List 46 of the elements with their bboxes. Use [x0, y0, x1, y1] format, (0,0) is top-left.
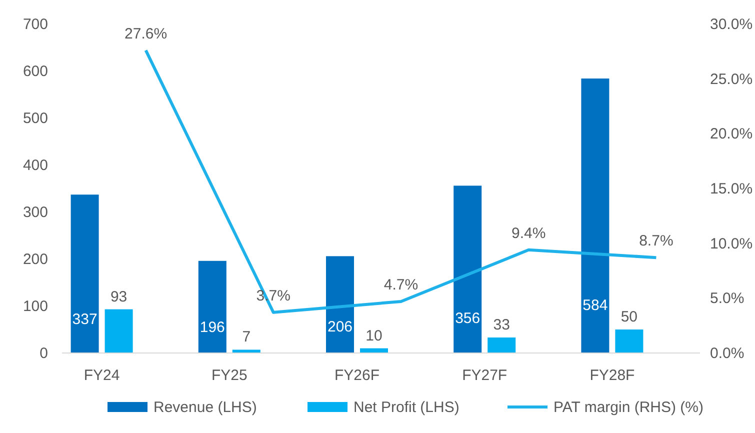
y2-tick-label: 0.0% [710, 345, 744, 362]
data-label: 8.7% [639, 232, 674, 250]
y2-tick-label: 30.0% [710, 16, 753, 33]
data-label: 93 [110, 288, 128, 306]
bar [326, 256, 354, 353]
y-tick-label: 0 [40, 345, 48, 362]
bar [104, 309, 133, 353]
data-label: 27.6% [124, 25, 168, 42]
legend-label: Revenue (LHS) [154, 399, 257, 416]
y-tick-label: 200 [22, 251, 48, 268]
x-tick-label: FY28F [590, 367, 635, 384]
x-tick-label: FY24 [84, 367, 120, 384]
data-label: 206 [327, 318, 353, 336]
data-label: 356 [455, 310, 480, 327]
data-label: 584 [582, 297, 608, 314]
data-label: 7 [242, 328, 251, 346]
bar [615, 330, 644, 353]
y-tick-label: 100 [22, 298, 48, 315]
bar [454, 186, 482, 353]
y-tick-label: 300 [22, 204, 48, 221]
y-tick-label: 500 [22, 110, 48, 127]
x-tick-label: FY27F [462, 367, 508, 384]
data-label: 50 [620, 308, 638, 326]
data-label: 33 [493, 316, 510, 334]
data-label: 9.4% [512, 224, 546, 242]
data-label: 10 [366, 327, 382, 344]
y2-tick-label: 10.0% [710, 235, 753, 252]
y-tick-label: 700 [22, 16, 48, 33]
data-label: 196 [200, 318, 225, 336]
bar [232, 350, 260, 353]
bar [581, 78, 610, 353]
y2-tick-label: 20.0% [710, 126, 753, 143]
y2-tick-label: 25.0% [710, 70, 753, 88]
legend-label: Net Profit (LHS) [354, 399, 460, 416]
bar [70, 194, 99, 353]
y-tick-label: 600 [22, 63, 48, 80]
data-label: 4.7% [384, 276, 418, 294]
legend-label: PAT margin (RHS) (%) [554, 399, 704, 416]
y2-tick-label: 15.0% [710, 180, 753, 198]
bar [198, 260, 226, 353]
x-tick-label: FY25 [211, 367, 248, 384]
data-label: 337 [72, 310, 98, 328]
y-tick-label: 400 [22, 157, 48, 174]
x-tick-label: FY26F [334, 367, 380, 384]
bar [488, 337, 516, 353]
y2-tick-label: 5.0% [710, 290, 744, 308]
